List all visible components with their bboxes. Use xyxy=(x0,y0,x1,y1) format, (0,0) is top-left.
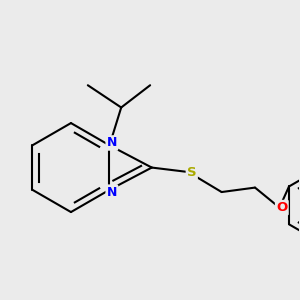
Text: N: N xyxy=(106,186,117,199)
Text: O: O xyxy=(276,201,287,214)
Text: N: N xyxy=(106,136,117,149)
Text: S: S xyxy=(187,166,196,178)
